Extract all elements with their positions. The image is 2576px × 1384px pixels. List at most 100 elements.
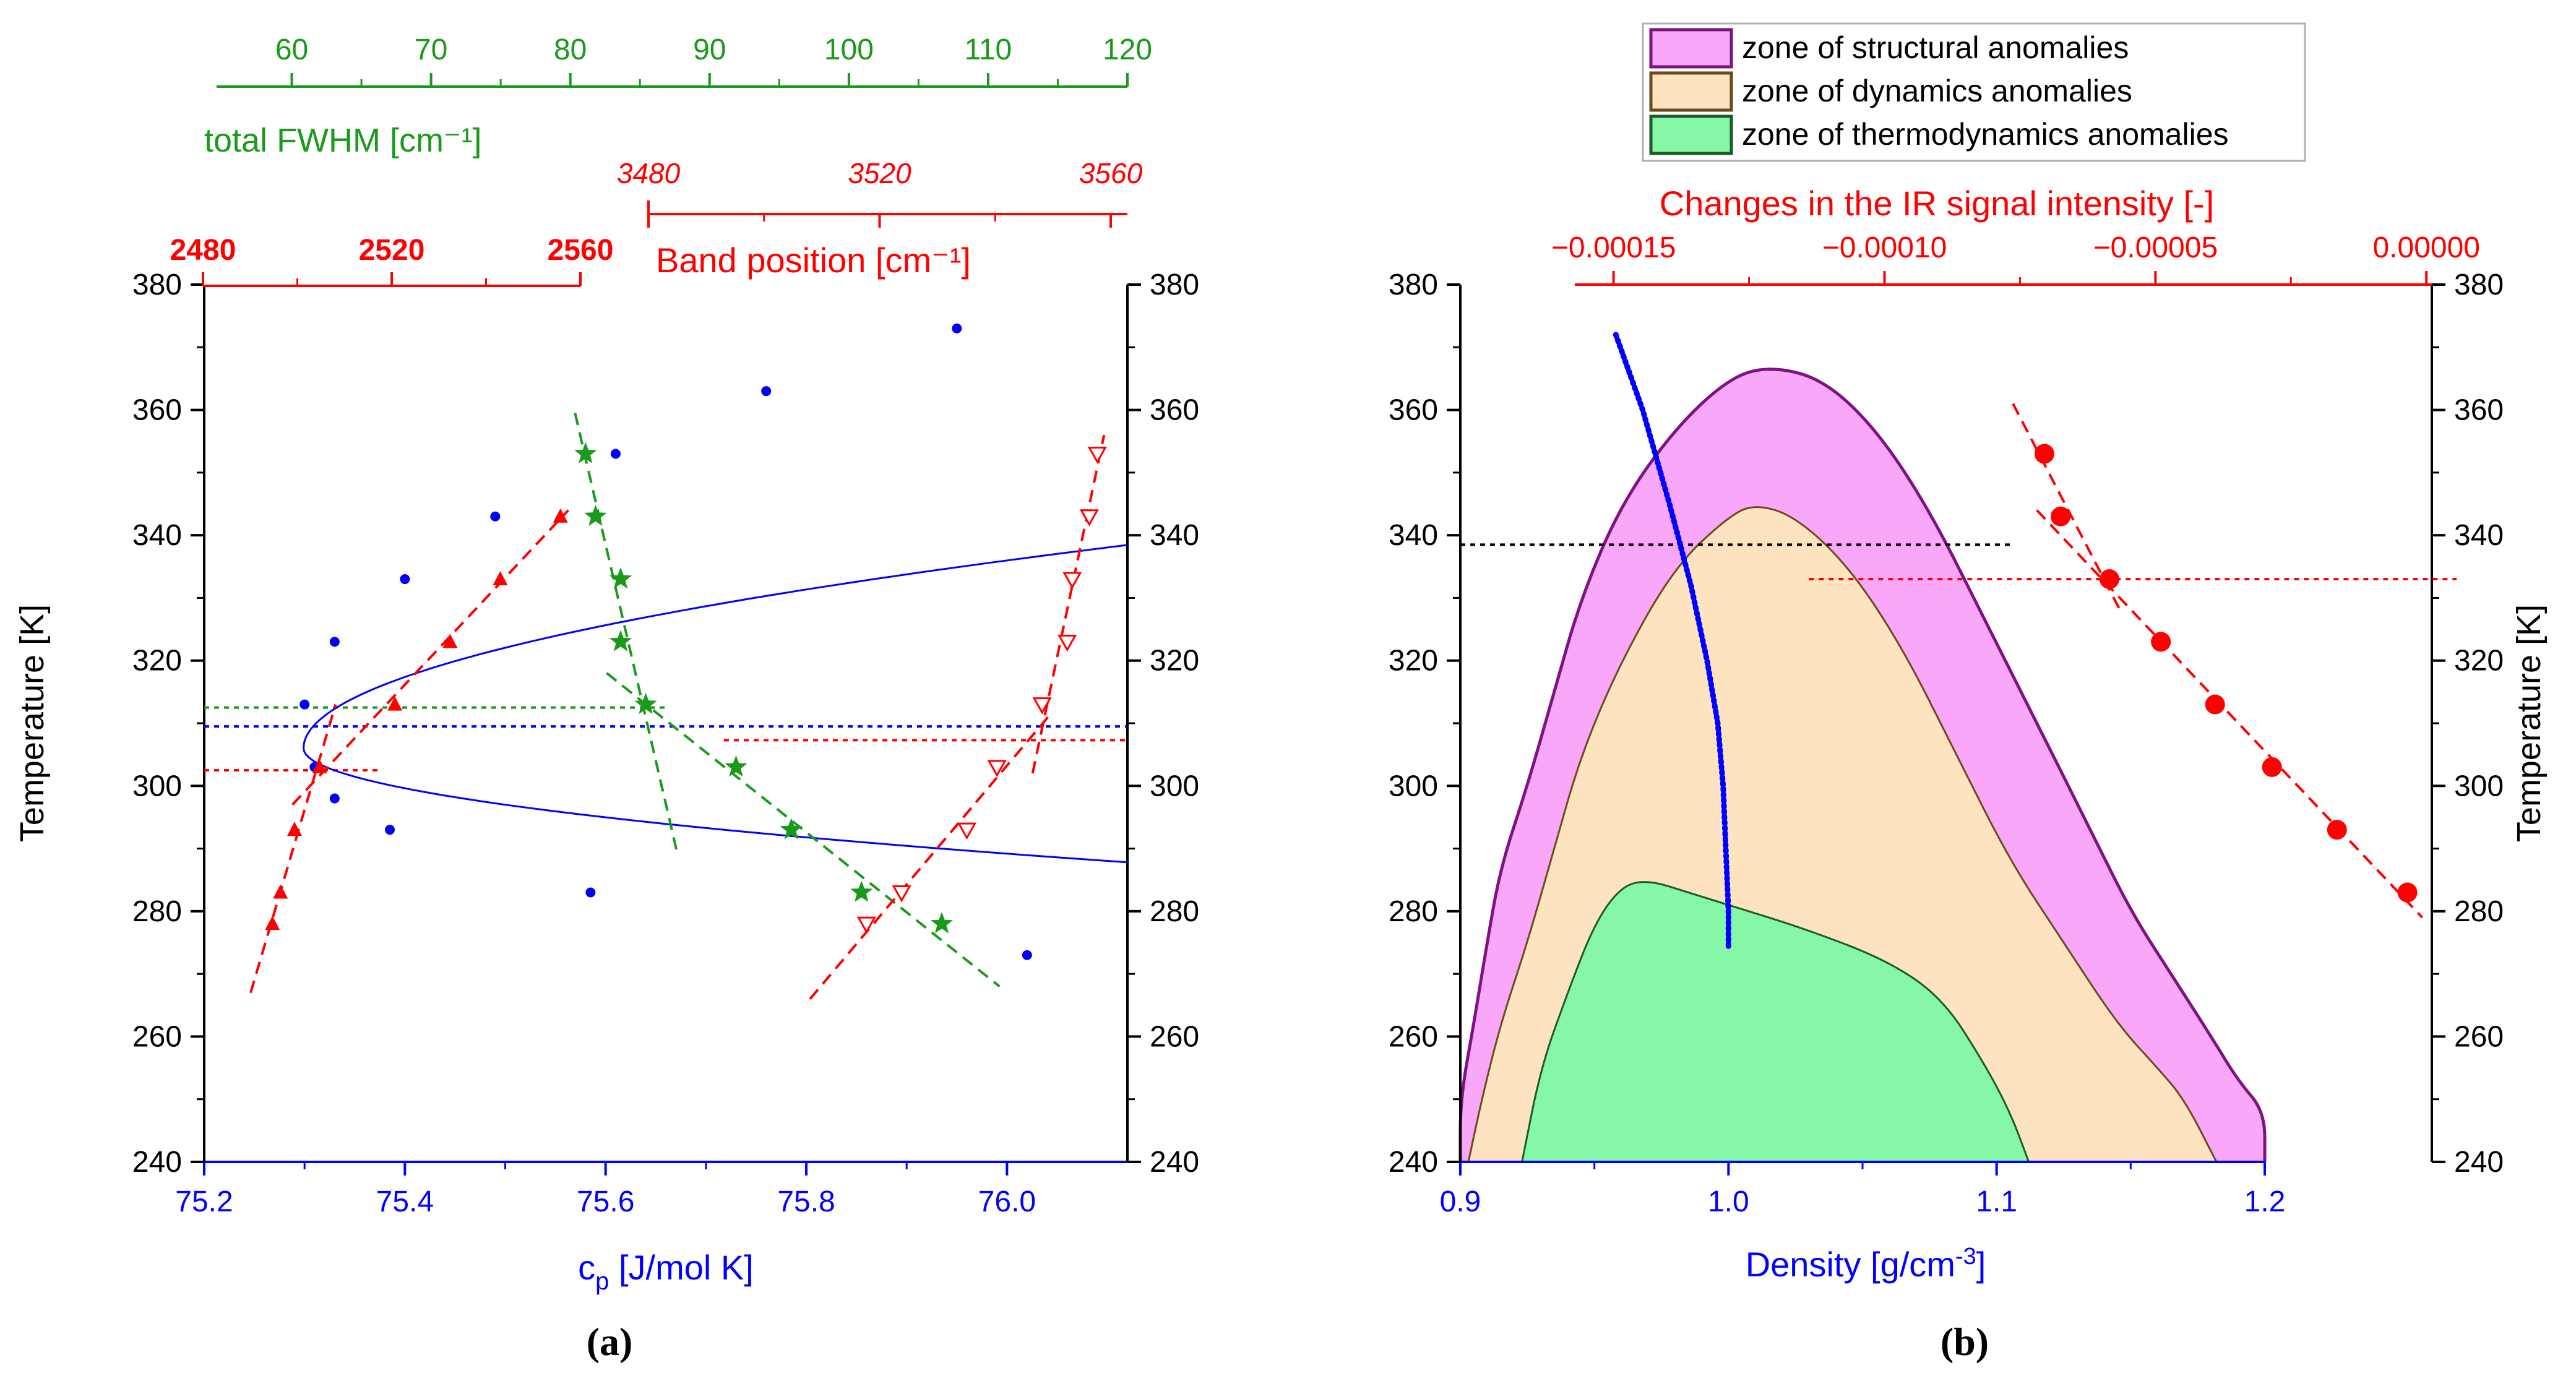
b-top-tick-label: −0.00005 <box>2093 231 2218 264</box>
b-y-tick-label-right: 280 <box>2454 895 2504 928</box>
a-cp-curve <box>303 544 1127 864</box>
b-ir-fit-lower <box>2036 509 2423 919</box>
a-y-tick-label-left: 260 <box>132 1020 182 1053</box>
a-fwhm-point <box>610 567 632 589</box>
b-top-tick-label: −0.00010 <box>1822 231 1947 264</box>
b-legend-swatch <box>1649 71 1733 112</box>
a-oh-point <box>957 822 977 840</box>
a-y-tick-label-right: 260 <box>1150 1020 1199 1053</box>
a-y-tick-label-right: 380 <box>1150 269 1199 301</box>
a-od-point <box>493 571 508 586</box>
b-y-tick-label-right: 320 <box>2454 645 2504 677</box>
b-legend: zone of structural anomalies zone of dyna… <box>1642 22 2306 162</box>
b-y-tick-label-right: 360 <box>2454 394 2504 427</box>
a-fwhm-label: total FWHM [cm⁻¹] <box>204 122 481 159</box>
b-top-tick-label: −0.00015 <box>1551 231 1676 264</box>
b-y-tick-label-left: 380 <box>1389 269 1438 301</box>
a-od-point <box>553 508 568 523</box>
panel-b: 0.9 1.0 1.1 1.2 Density [g/cm-3] 240 240 260 260… <box>1389 22 2548 1364</box>
a-oh-fit-upper <box>1031 434 1106 774</box>
a-cp-point <box>329 793 340 804</box>
a-ir-band-tick-label: 3520 <box>848 157 911 189</box>
panel-a: 75.2 75.4 75.6 75.8 76.0 cp [J/mol K] 240 240 26… <box>14 33 1199 1364</box>
a-cp-point <box>610 449 621 459</box>
a-od-band-tick-label: 2520 <box>359 234 425 267</box>
a-x-tick-label: 75.6 <box>577 1185 634 1218</box>
b-y-tick-label-left: 340 <box>1389 519 1438 552</box>
b-y-tick-label-right: 260 <box>2454 1020 2504 1053</box>
a-od-point <box>312 759 327 773</box>
b-ir-point <box>2099 569 2119 590</box>
a-oh-point <box>987 760 1007 777</box>
a-y-tick-label-right: 300 <box>1150 770 1199 802</box>
b-ir-point <box>2205 694 2225 715</box>
a-x-tick-label: 75.2 <box>175 1185 233 1218</box>
b-ir-point <box>2327 820 2347 840</box>
a-fwhm-tick-label: 110 <box>965 33 1012 66</box>
a-fwhm-fit-upper <box>574 413 679 856</box>
a-y-tick-label-right: 340 <box>1150 519 1199 552</box>
a-y-tick-label-right: 320 <box>1150 645 1199 677</box>
a-od-point <box>442 634 458 648</box>
a-fwhm-tick-label: 80 <box>554 33 587 66</box>
a-y-tick-label-right: 240 <box>1150 1146 1199 1179</box>
b-x-label: Density [g/cm-3] <box>1746 1244 1986 1284</box>
a-x-label-rest: [J/mol K] <box>609 1248 753 1287</box>
a-y-tick-label-left: 320 <box>132 645 182 677</box>
b-ir-point <box>2151 632 2171 652</box>
b-y-tick-label-left: 320 <box>1389 645 1438 677</box>
a-cp-point <box>761 386 772 397</box>
a-fwhm-tick-label: 60 <box>275 33 308 66</box>
a-oh-point <box>1087 446 1107 464</box>
a-cp-point <box>1022 950 1032 960</box>
b-top-axis-label: Changes in the IR signal intensity [-] <box>1660 184 2214 223</box>
a-oh-point <box>1032 697 1052 715</box>
a-fwhm-point <box>930 912 953 934</box>
b-legend-label: zone of thermodynamics anomalies <box>1742 117 2229 152</box>
b-x-tick-label: 1.2 <box>2244 1185 2286 1218</box>
a-fwhm-fit-lower <box>606 672 1001 987</box>
a-ir-band-label: Band position [cm⁻¹] <box>656 241 971 280</box>
b-y-tick-label-left: 240 <box>1389 1146 1438 1179</box>
b-y-tick-label-right: 340 <box>2454 519 2504 552</box>
a-x-label-c: c <box>578 1248 595 1287</box>
a-cp-point <box>585 887 596 898</box>
b-x-tick-label: 0.9 <box>1440 1185 1481 1218</box>
a-fwhm-point <box>610 630 632 651</box>
b-ir-point <box>2397 882 2418 903</box>
a-x-label-sub: p <box>595 1268 609 1295</box>
a-cp-point <box>400 574 410 585</box>
b-y-label-right: Temperature [K] <box>2510 604 2548 842</box>
b-x-label-sup: -3 <box>1955 1244 1976 1270</box>
a-od-fit-upper <box>291 509 569 806</box>
b-legend-swatch <box>1649 28 1733 69</box>
a-oh-point <box>1058 634 1077 652</box>
a-fwhm-tick-label: 100 <box>824 33 874 66</box>
a-y-tick-label-left: 340 <box>132 519 182 552</box>
b-density-curve <box>1613 332 1731 952</box>
a-od-band-tick-label: 2560 <box>548 234 614 267</box>
a-oh-point <box>892 885 911 903</box>
a-ir-band-tick-label: 3480 <box>617 157 681 189</box>
a-od-fit-lower <box>249 704 337 994</box>
b-x-tick-label: 1.1 <box>1976 1185 2017 1218</box>
a-fwhm-tick-label: 120 <box>1103 33 1152 66</box>
b-x-tick-label: 1.0 <box>1708 1185 1749 1218</box>
a-fwhm-point <box>725 755 747 777</box>
b-plot-area <box>1460 332 2010 952</box>
a-oh-fit-lower <box>809 716 1049 1000</box>
a-oh-point <box>1079 509 1099 527</box>
a-cp-point <box>299 699 310 710</box>
a-x-label: cp [J/mol K] <box>578 1248 754 1295</box>
a-od-point <box>387 696 403 711</box>
b-y-tick-label-right: 380 <box>2454 269 2504 301</box>
a-fwhm-point <box>584 504 607 527</box>
a-od-point <box>273 884 288 899</box>
a-cp-point <box>952 323 962 333</box>
b-y-tick-label-left: 260 <box>1389 1020 1438 1053</box>
a-y-tick-label-left: 380 <box>132 269 182 301</box>
a-fwhm-point <box>634 692 657 714</box>
b-legend-frame <box>1642 22 2306 162</box>
a-x-tick-label: 75.4 <box>376 1185 434 1218</box>
a-oh-point <box>1062 572 1082 590</box>
